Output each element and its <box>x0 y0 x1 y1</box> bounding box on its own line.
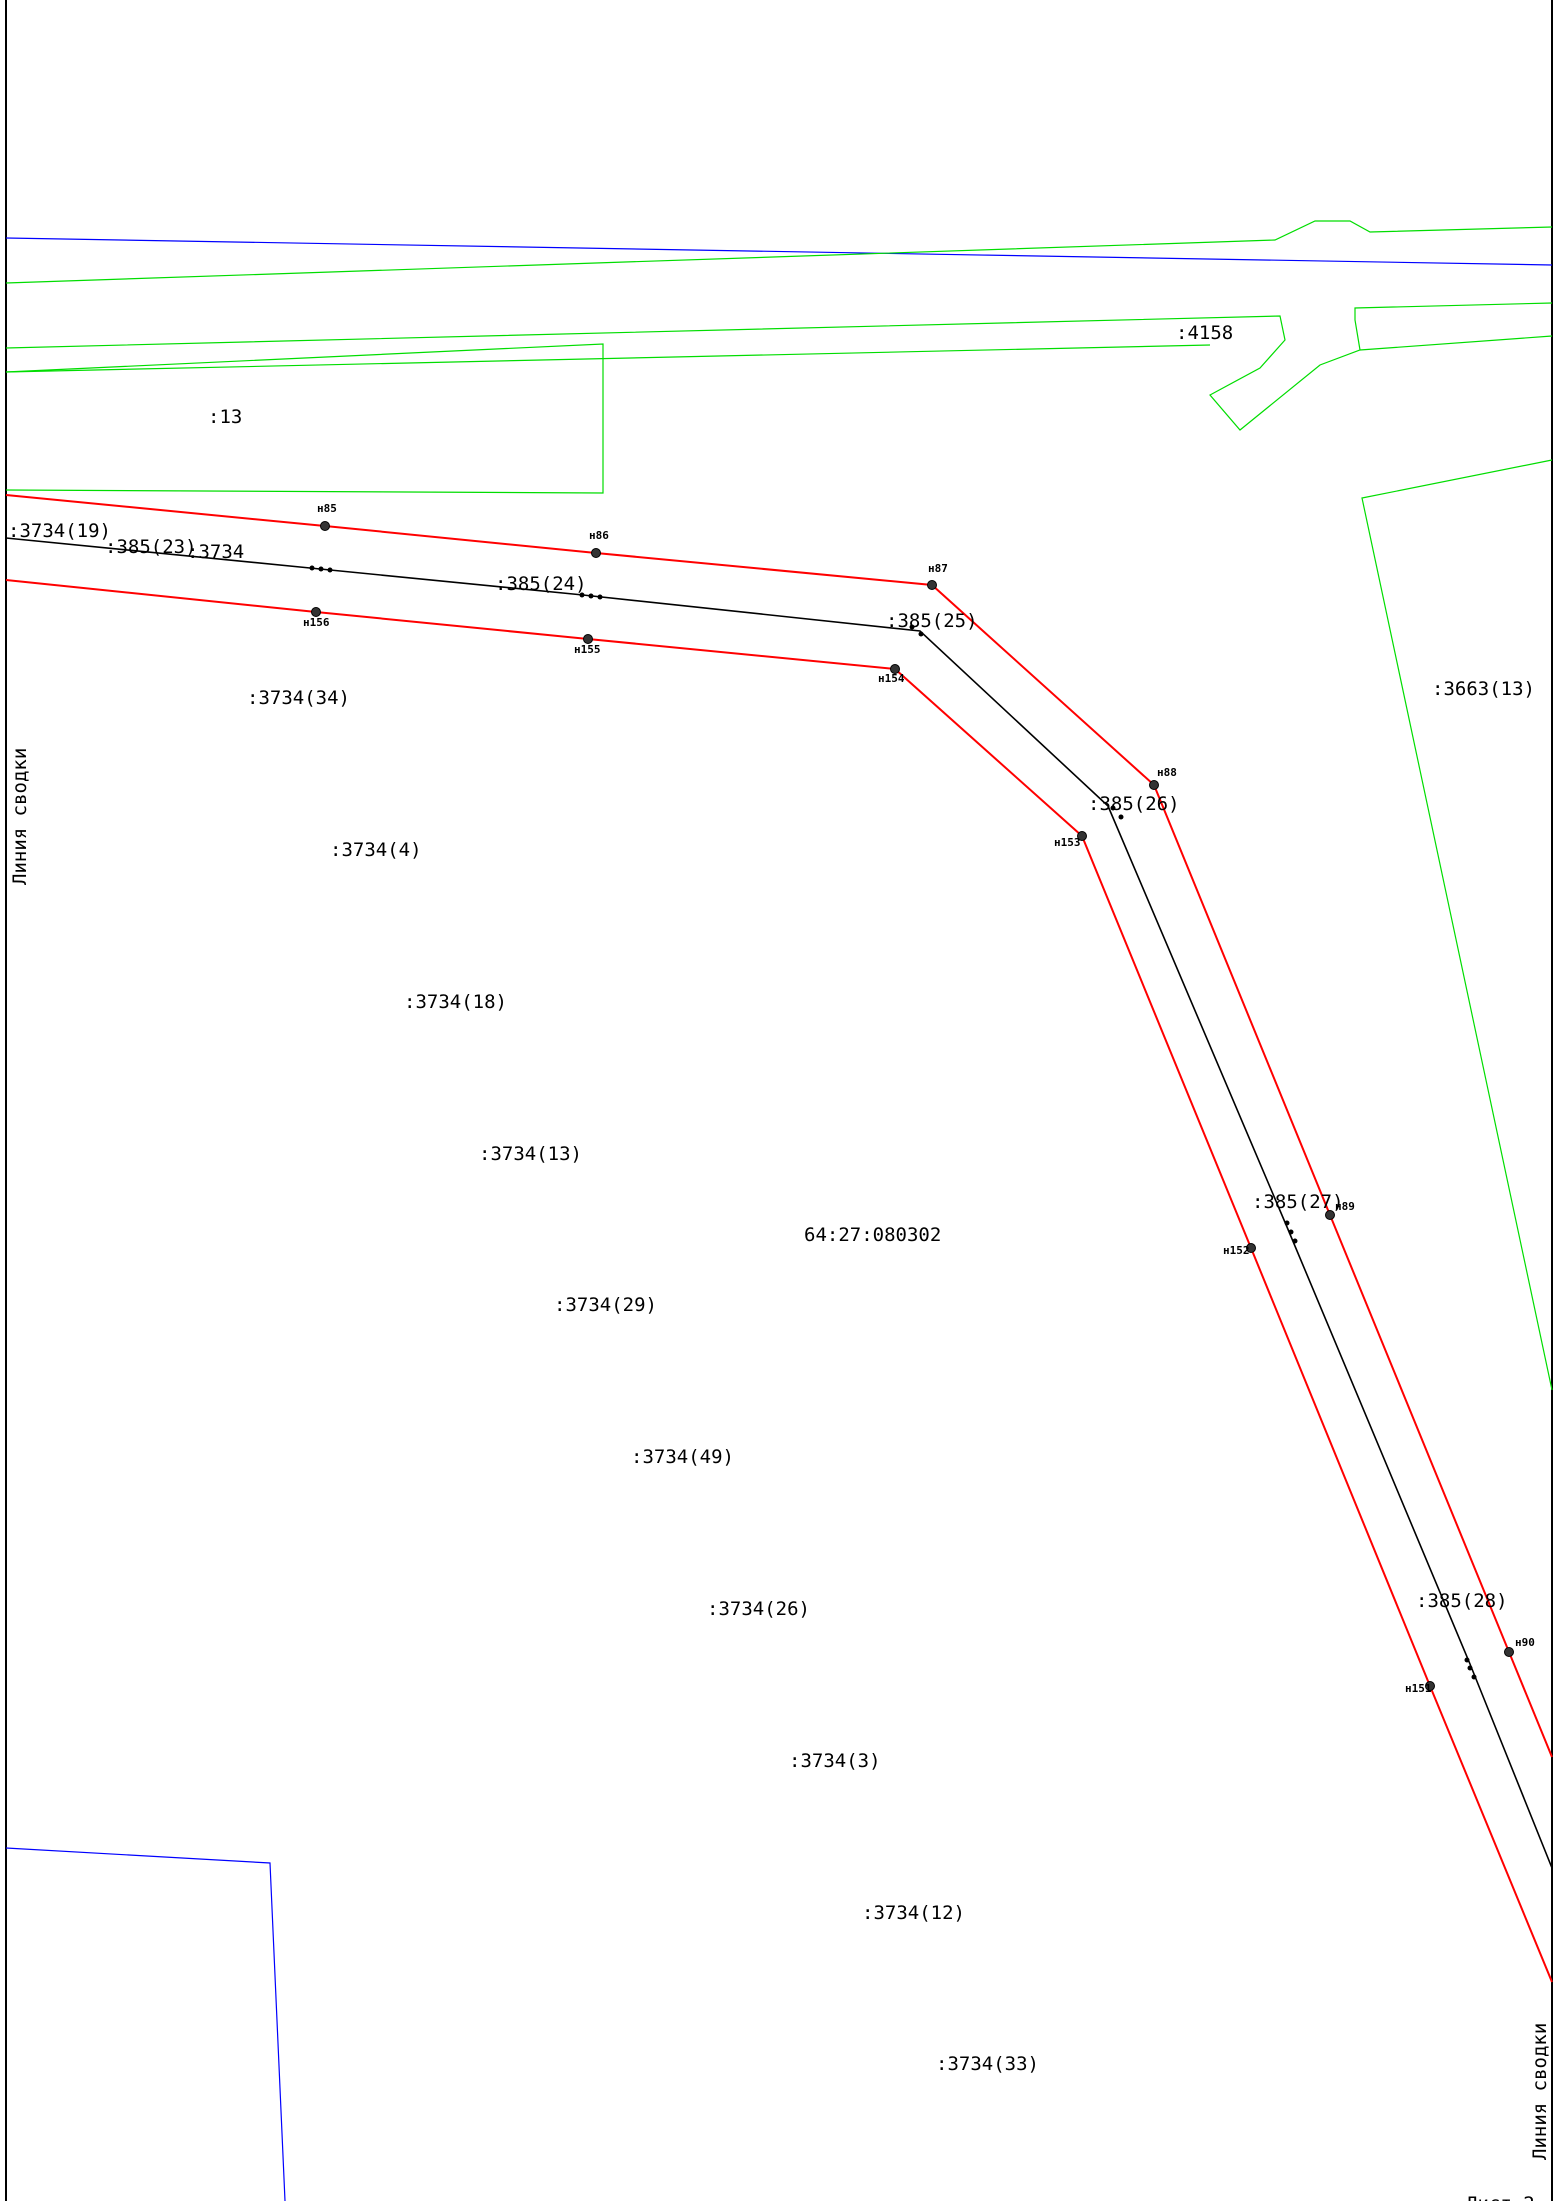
axis-marker <box>1118 814 1124 820</box>
parcel-label-3734-34: :3734(34) <box>247 687 350 709</box>
axis-marker <box>327 567 333 573</box>
parcel-labels: :13 :4158 :3734(19) :385(23) :3734 :385(… <box>8 322 1535 2075</box>
point-n153-marker <box>1077 831 1087 841</box>
road-strip-lower-edge <box>5 315 1553 431</box>
point-n86-label: н86 <box>589 529 609 542</box>
point-n153-label: н153 <box>1054 836 1081 849</box>
point-n85-marker <box>320 521 330 531</box>
parcel-label-3734-26: :3734(26) <box>707 1598 810 1620</box>
point-n155-marker <box>583 634 593 644</box>
parcel-3663-boundary <box>1361 459 1553 1391</box>
road-strip-inner-line <box>5 344 1211 373</box>
admin-boundary-line-bottom <box>5 1847 286 2201</box>
axis-marker <box>909 624 915 630</box>
axis-marker <box>918 631 924 637</box>
strip-boundary <box>5 494 1553 1983</box>
point-n89-marker <box>1325 1210 1335 1220</box>
axis-marker <box>1464 1657 1470 1663</box>
axis-marker <box>1288 1229 1294 1235</box>
point-n155-label: н155 <box>574 643 601 656</box>
sheet-label: Лист 2 <box>1466 2193 1535 2201</box>
point-n152-marker <box>1246 1243 1256 1253</box>
point-n85-label: н85 <box>317 502 337 515</box>
axis-marker <box>1467 1665 1473 1671</box>
point-n151-label: н151 <box>1405 1682 1432 1695</box>
parcel-13-boundary <box>5 343 604 494</box>
parcel-label-13: :13 <box>208 406 242 428</box>
parcel-label-385-28: :385(28) <box>1416 1590 1508 1612</box>
parcel-label-385-25: :385(25) <box>886 610 978 632</box>
strip-outer-edge <box>5 494 1553 1758</box>
parcel-label-4158: :4158 <box>1176 322 1233 344</box>
parcel-label-3734-33: :3734(33) <box>936 2053 1039 2075</box>
axis-marker <box>318 566 324 572</box>
parcel-label-3734: :3734 <box>187 541 244 563</box>
parcel-label-3734-4: :3734(4) <box>330 839 422 861</box>
parcel-label-3734-12: :3734(12) <box>862 1902 965 1924</box>
axis-marker <box>1471 1674 1477 1680</box>
axis-marker <box>1292 1238 1298 1244</box>
parcel-label-3663-13: :3663(13) <box>1432 678 1535 700</box>
point-labels: н85 н86 н87 н88 н89 н90 н151 н152 н153 н… <box>303 502 1535 1695</box>
parcel-label-385-26: :385(26) <box>1088 793 1180 815</box>
road-strip-upper-edge <box>5 220 1553 284</box>
point-n156-label: н156 <box>303 616 330 629</box>
point-n88-marker <box>1149 780 1159 790</box>
point-n86-marker <box>591 548 601 558</box>
parcel-label-3734-19: :3734(19) <box>8 520 111 542</box>
point-n88-label: н88 <box>1157 766 1177 779</box>
parcel-label-3734-3: :3734(3) <box>789 1750 881 1772</box>
axis-marker <box>579 592 585 598</box>
point-n87-label: н87 <box>928 562 948 575</box>
side-label-left: Линия сводки <box>9 748 31 885</box>
parcel-label-3734-13: :3734(13) <box>479 1143 582 1165</box>
axis-marker <box>309 565 315 571</box>
point-n152-label: н152 <box>1223 1244 1250 1257</box>
parcel-label-3734-18: :3734(18) <box>404 991 507 1013</box>
point-n90-marker <box>1504 1647 1514 1657</box>
axis-marker <box>588 593 594 599</box>
boundary-points <box>311 521 1514 1691</box>
parcel-label-385-24: :385(24) <box>495 573 587 595</box>
point-n89-label: н89 <box>1335 1200 1355 1213</box>
quarter-number-label: 64:27:080302 <box>804 1224 941 1246</box>
side-label-right: Линия сводки <box>1529 2023 1551 2160</box>
point-n156-marker <box>311 607 321 617</box>
axis-marker <box>597 594 603 600</box>
parcel-label-3734-49: :3734(49) <box>631 1446 734 1468</box>
point-n154-marker <box>890 664 900 674</box>
axis-markers <box>309 565 1477 1680</box>
axis-marker <box>1110 805 1116 811</box>
admin-boundary-line-top <box>5 237 1553 266</box>
strip-inner-edge <box>5 579 1553 1983</box>
road-strip-junction <box>1354 302 1553 351</box>
parcel-label-385-23: :385(23) <box>105 536 197 558</box>
existing-parcels <box>5 220 1553 1391</box>
strip-axis-line <box>5 537 1553 1869</box>
point-n87-marker <box>927 580 937 590</box>
axis-marker <box>1284 1220 1290 1226</box>
point-n90-label: н90 <box>1515 1636 1535 1649</box>
parcel-label-385-27: :385(27) <box>1252 1191 1344 1213</box>
point-n154-label: н154 <box>878 672 905 685</box>
parcel-label-3734-29: :3734(29) <box>554 1294 657 1316</box>
point-n151-marker <box>1425 1681 1435 1691</box>
